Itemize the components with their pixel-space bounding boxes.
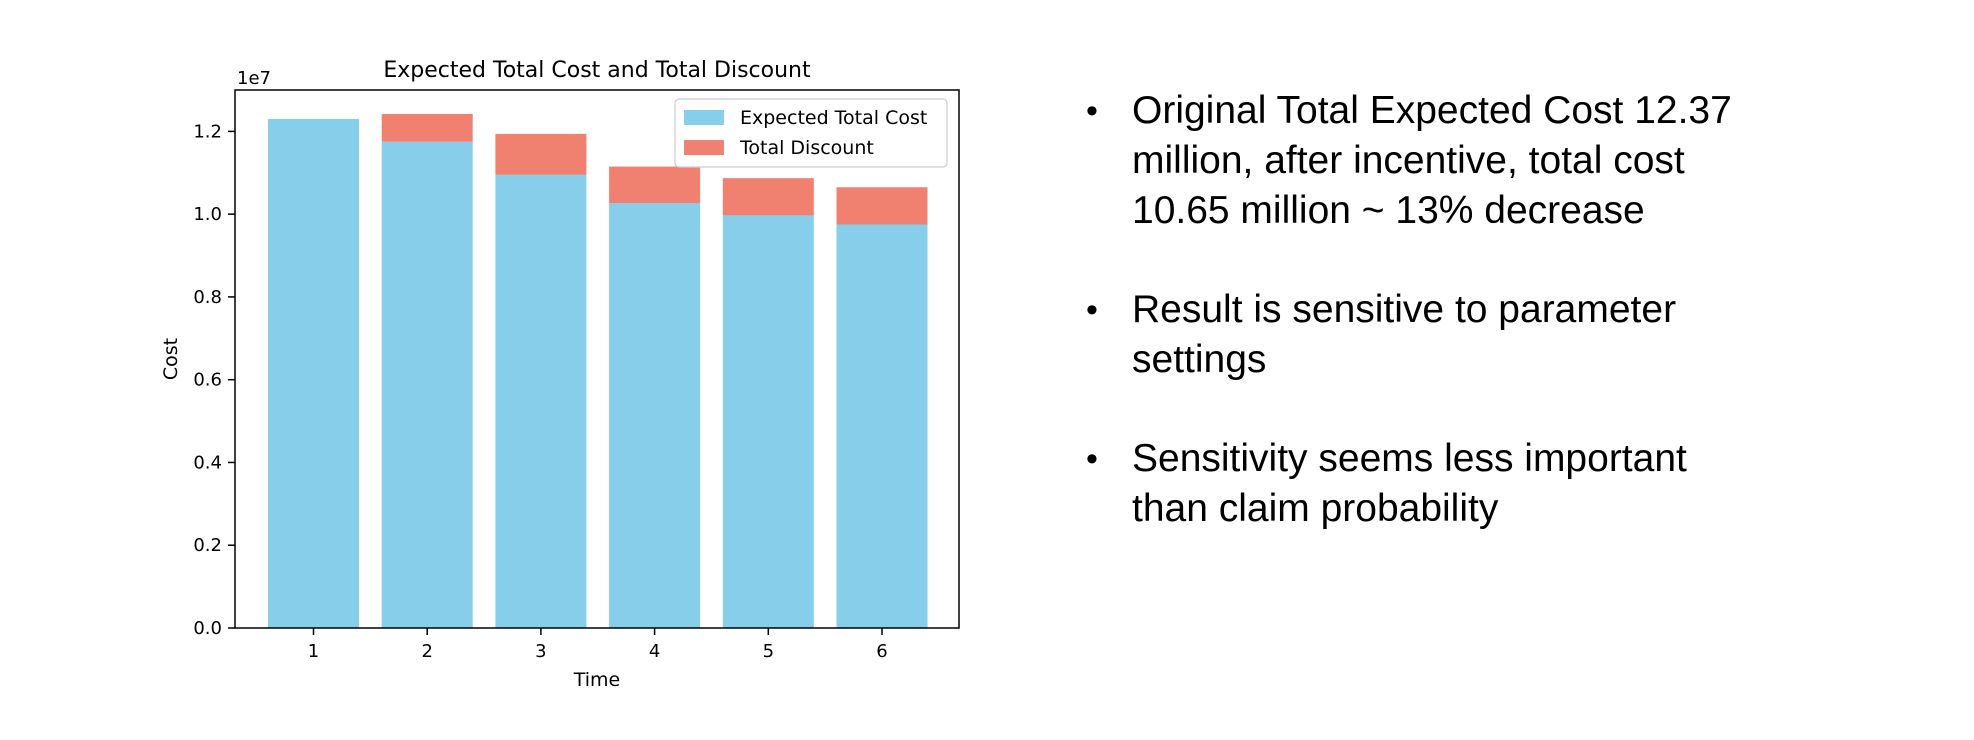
bar-total-discount-5 [722, 178, 814, 216]
x-axis: 1 2 3 4 5 6 [308, 628, 888, 662]
legend-swatch-expected-total-cost [684, 110, 724, 125]
x-tick-label: 2 [421, 641, 432, 662]
y-axis-label: Cost [160, 338, 182, 380]
bar-total-discount-4 [609, 166, 701, 203]
y-tick-label: 0.0 [193, 618, 222, 639]
legend-label-total-discount: Total Discount [739, 137, 874, 159]
bar-expected-total-cost-4 [609, 202, 701, 629]
y-axis: 0.0 0.2 0.4 0.6 0.8 1.0 1.2 [193, 121, 235, 639]
x-axis-label: Time [573, 669, 621, 691]
legend: Expected Total Cost Total Discount [674, 98, 948, 168]
bullet-text: Original Total Expected Cost 12.37 milli… [1132, 89, 1732, 232]
bullet-item: • Original Total Expected Cost 12.37 mil… [1080, 86, 1760, 236]
x-tick-label: 4 [649, 641, 660, 662]
y-tick-label: 0.2 [193, 535, 222, 556]
bar-expected-total-cost-6 [836, 224, 928, 628]
bar-total-discount-6 [836, 187, 928, 225]
bar-expected-total-cost-1 [268, 118, 359, 628]
x-tick-label: 1 [308, 641, 319, 662]
legend-box [674, 98, 948, 168]
x-tick-label: 3 [535, 641, 546, 662]
y-tick-label: 0.4 [193, 452, 222, 473]
bullet-text: Sensitivity seems less important than cl… [1132, 437, 1687, 530]
legend-swatch-total-discount [684, 140, 724, 155]
cost-discount-chart: Expected Total Cost and Total Discount 1… [160, 58, 960, 691]
bars-group [268, 114, 928, 629]
bar-expected-total-cost-3 [495, 174, 587, 629]
bar-total-discount-2 [381, 114, 473, 142]
bullet-text: Result is sensitive to parameter setting… [1132, 288, 1677, 381]
bullet-list: • Original Total Expected Cost 12.37 mil… [1080, 86, 1760, 583]
bullet-marker: • [1086, 92, 1098, 130]
y-tick-label: 0.6 [193, 370, 222, 391]
plot-frame [234, 89, 960, 629]
x-tick-label: 6 [876, 641, 887, 662]
bar-expected-total-cost-5 [722, 215, 814, 628]
y-scale-label: 1e7 [237, 68, 271, 89]
bullet-item: • Result is sensitive to parameter setti… [1080, 285, 1760, 385]
bullet-marker: • [1086, 440, 1098, 478]
y-tick-label: 1.0 [193, 204, 222, 225]
x-tick-label: 5 [763, 641, 774, 662]
y-tick-label: 1.2 [193, 121, 222, 142]
bar-total-discount-3 [495, 133, 587, 175]
legend-label-expected-total-cost: Expected Total Cost [740, 107, 927, 129]
bullet-item: • Sensitivity seems less important than … [1080, 434, 1760, 534]
chart-title: Expected Total Cost and Total Discount [383, 58, 811, 83]
y-tick-label: 0.8 [193, 287, 222, 308]
bar-expected-total-cost-2 [381, 141, 473, 628]
bullet-marker: • [1086, 291, 1098, 329]
